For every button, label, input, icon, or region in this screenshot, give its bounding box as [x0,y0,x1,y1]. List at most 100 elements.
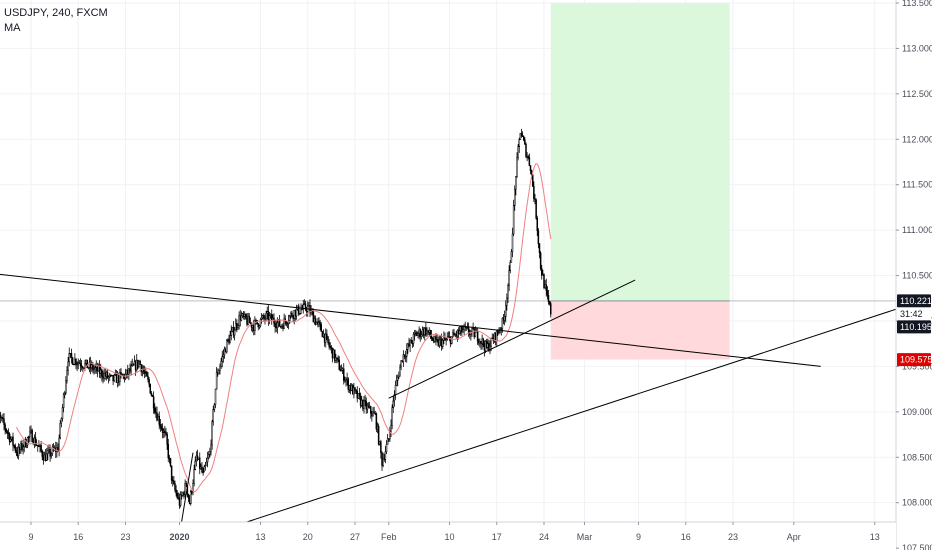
candle-body [116,374,119,383]
candle-body [87,367,90,369]
candle-body [431,337,434,341]
candle-body [347,378,349,390]
candle-body [401,360,403,362]
candle-body [328,342,330,347]
candle-body [473,328,475,338]
candle-body [408,343,410,347]
candle-body [19,446,21,450]
symbol-title[interactable]: USDJPY, 240, FXCM [4,7,108,19]
candle-body [46,453,48,461]
candle-body [218,370,220,375]
candle-body [538,243,541,254]
candle-body [62,394,65,408]
risk-reward-zones[interactable] [0,3,896,360]
candle-body [444,337,446,340]
candle-body [437,339,439,346]
candle-body [343,368,345,381]
candle-body [271,314,273,321]
candle-body [278,319,281,327]
candle-body [368,406,371,408]
candle-body [449,336,452,344]
trendline-3[interactable] [179,452,194,535]
candle-body [427,330,429,333]
candle-body [357,393,360,399]
candle-body [424,327,426,336]
candle-body [534,198,536,200]
candle-body [406,349,408,357]
candle-body [445,339,447,341]
candle-body [255,320,257,322]
candle-body [105,371,108,377]
candle-body [419,329,421,337]
candle-body [264,317,266,320]
candle-body [210,444,212,452]
candle-body [457,330,460,334]
candle-body [129,368,131,372]
price-tick-label: 111.500 [902,180,932,190]
candle-body [532,174,534,187]
candle-body [428,329,430,333]
candle-body [282,325,284,329]
candle-body [212,409,214,423]
candle-body [274,322,276,328]
candle-body [403,354,406,357]
candle-body [380,441,382,453]
candle-body [258,325,261,328]
candle-body [523,136,525,141]
candle-body [281,325,283,327]
candle-body [452,332,454,337]
candle-body [29,431,31,437]
candle-body [28,436,30,438]
time-axis[interactable]: 9 16 23 2020 13 20 27 Feb 10 17 24 Mar 9 16 23 Apr 13 [0,521,896,550]
candle-body [302,304,304,310]
candle-body [6,431,9,434]
candle-body [217,372,219,375]
candle-body [241,313,244,317]
candle-body [308,305,310,307]
candle-body [92,364,94,371]
candle-body [163,430,165,433]
candle-body [502,317,505,321]
candle-body [453,332,455,336]
candle-body [517,146,519,158]
candle-body [50,453,52,457]
candle-body [176,492,178,499]
candle-body [188,497,191,504]
candle-body [128,368,130,375]
candle-body [482,338,484,346]
trendline-4[interactable] [388,279,636,399]
time-tick-label: Feb [381,532,397,542]
candle-body [3,418,5,425]
price-axis[interactable]: 107.500108.000108.500109.000109.500110.0… [895,0,932,550]
candle-body [323,333,326,343]
price-tick-label: 111.000 [902,225,932,235]
candle-body [84,363,86,369]
candle-body [251,325,254,328]
time-tick-label: 13 [870,532,880,542]
trendline-1[interactable] [0,271,821,367]
candle-body [41,450,43,457]
candle-body [508,270,510,286]
candle-body [526,156,528,158]
candle-body [85,359,87,364]
candle-body [519,132,522,140]
candle-body [267,311,270,321]
candle-body [77,362,79,365]
candle-body [339,369,342,372]
indicator-name[interactable]: MA [4,22,21,34]
candle-body [64,392,66,396]
candle-body [75,358,77,366]
current-price-tag-background [897,320,931,334]
candle-body [73,363,75,366]
candle-body [195,455,198,462]
trendlines[interactable] [0,271,902,550]
candle-body [67,361,69,371]
candle-body [14,445,16,451]
candle-body [263,315,265,319]
candle-body [550,303,552,315]
candle-body [407,343,409,350]
candle-body [61,407,64,419]
candle-body [352,385,354,395]
trendline-2[interactable] [126,306,902,550]
